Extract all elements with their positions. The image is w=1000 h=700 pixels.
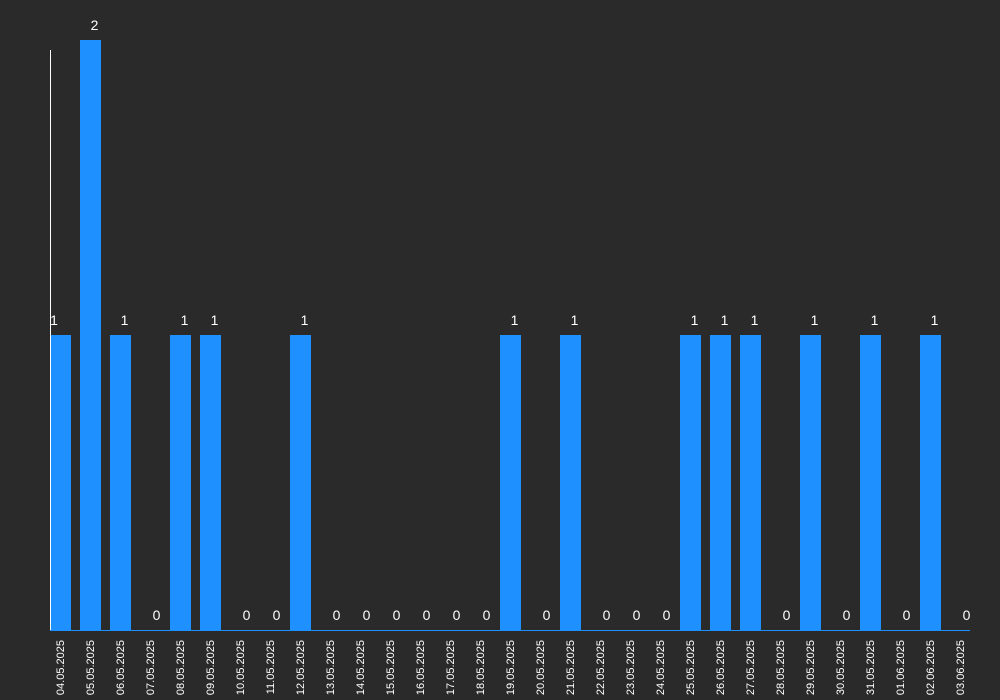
- x-tick-label-18.05.2025: 18.05.2025: [475, 640, 487, 695]
- bar-09.05.2025: [200, 335, 221, 630]
- bar-31.05.2025: [860, 335, 881, 630]
- value-label-22.05.2025: 0: [603, 607, 611, 623]
- value-label-17.05.2025: 0: [453, 607, 461, 623]
- x-tick-label-16.05.2025: 16.05.2025: [415, 640, 427, 695]
- bar-29.05.2025: [800, 335, 821, 630]
- bar-25.05.2025: [680, 335, 701, 630]
- value-label-16.05.2025: 0: [423, 607, 431, 623]
- x-tick-label-23.05.2025: 23.05.2025: [625, 640, 637, 695]
- value-label-31.05.2025: 1: [871, 312, 879, 328]
- x-tick-label-27.05.2025: 27.05.2025: [745, 640, 757, 695]
- value-label-26.05.2025: 1: [721, 312, 729, 328]
- value-label-08.05.2025: 1: [181, 312, 189, 328]
- value-label-27.05.2025: 1: [751, 312, 759, 328]
- bar-21.05.2025: [560, 335, 581, 630]
- bar-06.05.2025: [110, 335, 131, 630]
- bar-08.05.2025: [170, 335, 191, 630]
- x-tick-label-13.05.2025: 13.05.2025: [325, 640, 337, 695]
- x-tick-label-04.05.2025: 04.05.2025: [55, 640, 67, 695]
- value-label-19.05.2025: 1: [511, 312, 519, 328]
- bar-19.05.2025: [500, 335, 521, 630]
- value-label-18.05.2025: 0: [483, 607, 491, 623]
- bar-02.06.2025: [920, 335, 941, 630]
- bar-05.05.2025: [80, 40, 101, 630]
- x-tick-label-12.05.2025: 12.05.2025: [295, 640, 307, 695]
- value-labels-group: 1 2 1 0 1 1 0 0 1 0 0 0 0 0 0 1 0 1 0 0 0 1 1 1 0 1 0 1 0 1 0: [50, 17, 971, 623]
- x-tick-label-22.05.2025: 22.05.2025: [595, 640, 607, 695]
- x-tick-label-20.05.2025: 20.05.2025: [535, 640, 547, 695]
- value-label-20.05.2025: 0: [543, 607, 551, 623]
- value-label-02.06.2025: 1: [931, 312, 939, 328]
- value-label-13.05.2025: 0: [333, 607, 341, 623]
- bar-27.05.2025: [740, 335, 761, 630]
- x-tick-label-31.05.2025: 31.05.2025: [865, 640, 877, 695]
- x-tick-label-21.05.2025: 21.05.2025: [565, 640, 577, 695]
- x-tick-label-26.05.2025: 26.05.2025: [715, 640, 727, 695]
- value-label-01.06.2025: 0: [903, 607, 911, 623]
- x-tick-label-14.05.2025: 14.05.2025: [355, 640, 367, 695]
- value-label-04.05.2025: 1: [50, 312, 58, 328]
- value-label-24.05.2025: 0: [663, 607, 671, 623]
- value-label-03.06.2025: 0: [963, 607, 971, 623]
- x-tick-label-25.05.2025: 25.05.2025: [685, 640, 697, 695]
- x-tick-label-10.05.2025: 10.05.2025: [235, 640, 247, 695]
- value-label-15.05.2025: 0: [393, 607, 401, 623]
- value-label-10.05.2025: 0: [243, 607, 251, 623]
- x-tick-labels-group: 04.05.2025 05.05.2025 06.05.2025 07.05.2025…: [55, 640, 967, 695]
- value-label-07.05.2025: 0: [153, 607, 161, 623]
- bar-04.05.2025: [50, 335, 71, 630]
- x-tick-label-02.06.2025: 02.06.2025: [925, 640, 937, 695]
- value-label-11.05.2025: 0: [273, 607, 281, 623]
- x-tick-label-06.05.2025: 06.05.2025: [115, 640, 127, 695]
- x-tick-label-08.05.2025: 08.05.2025: [175, 640, 187, 695]
- x-tick-label-11.05.2025: 11.05.2025: [265, 640, 277, 694]
- x-tick-label-24.05.2025: 24.05.2025: [655, 640, 667, 695]
- value-label-23.05.2025: 0: [633, 607, 641, 623]
- bars-group: [50, 40, 941, 630]
- x-tick-label-15.05.2025: 15.05.2025: [385, 640, 397, 695]
- value-label-14.05.2025: 0: [363, 607, 371, 623]
- value-label-30.05.2025: 0: [843, 607, 851, 623]
- x-tick-label-09.05.2025: 09.05.2025: [205, 640, 217, 695]
- value-label-28.05.2025: 0: [783, 607, 791, 623]
- bar-26.05.2025: [710, 335, 731, 630]
- value-label-06.05.2025: 1: [121, 312, 129, 328]
- x-tick-label-17.05.2025: 17.05.2025: [445, 640, 457, 695]
- value-label-25.05.2025: 1: [691, 312, 699, 328]
- value-label-29.05.2025: 1: [811, 312, 819, 328]
- x-tick-label-28.05.2025: 28.05.2025: [775, 640, 787, 695]
- x-tick-label-19.05.2025: 19.05.2025: [505, 640, 517, 695]
- value-label-05.05.2025: 2: [91, 17, 99, 33]
- bar-12.05.2025: [290, 335, 311, 630]
- x-tick-label-07.05.2025: 07.05.2025: [145, 640, 157, 695]
- x-tick-label-03.06.2025: 03.06.2025: [955, 640, 967, 695]
- value-label-21.05.2025: 1: [571, 312, 579, 328]
- x-tick-label-29.05.2025: 29.05.2025: [805, 640, 817, 695]
- value-label-12.05.2025: 1: [301, 312, 309, 328]
- x-tick-label-30.05.2025: 30.05.2025: [835, 640, 847, 695]
- value-label-09.05.2025: 1: [211, 312, 219, 328]
- x-tick-label-01.06.2025: 01.06.2025: [895, 640, 907, 695]
- x-tick-label-05.05.2025: 05.05.2025: [85, 640, 97, 695]
